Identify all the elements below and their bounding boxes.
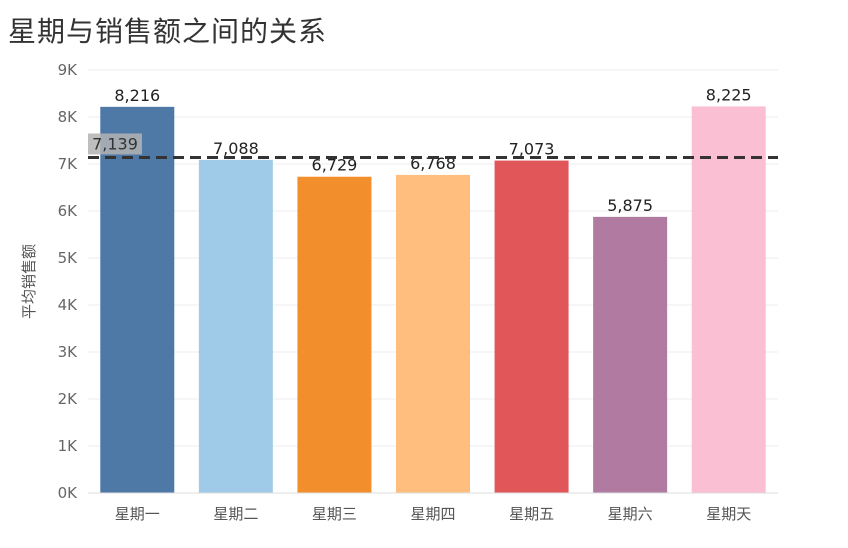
y-tick-label: 8K	[58, 108, 79, 126]
x-tick-label: 星期二	[213, 505, 258, 523]
bar-value-label: 8,216	[114, 86, 160, 105]
x-tick-label: 星期四	[410, 505, 455, 523]
reference-line-label: 7,139	[92, 134, 138, 153]
y-tick-label: 0K	[58, 484, 79, 502]
x-tick-label: 星期天	[706, 505, 751, 523]
bar-星期二	[198, 159, 273, 493]
bar-value-label: 7,088	[213, 139, 259, 158]
y-tick-label: 2K	[58, 390, 79, 408]
x-tick-label: 星期一	[115, 505, 160, 523]
bar-星期三	[297, 176, 372, 493]
y-tick-label: 3K	[58, 343, 79, 361]
reference-label-box	[88, 133, 142, 155]
bar-星期五	[494, 160, 569, 493]
y-axis-title: 平均销售额	[20, 244, 38, 319]
bar-value-label: 5,875	[607, 196, 653, 215]
bar-星期四	[396, 174, 470, 494]
y-tick-label: 9K	[58, 61, 79, 79]
bar-value-label: 8,225	[706, 85, 752, 104]
bar-星期一	[100, 106, 175, 494]
bar-星期六	[593, 216, 668, 493]
bar-value-label: 7,073	[509, 140, 555, 159]
y-tick-label: 6K	[58, 202, 79, 220]
x-tick-label: 星期三	[312, 505, 357, 523]
chart-title: 星期与销售额之间的关系	[8, 15, 328, 48]
x-tick-label: 星期六	[608, 505, 653, 523]
y-tick-label: 1K	[58, 437, 79, 455]
bar-星期天	[691, 106, 766, 494]
y-tick-label: 4K	[58, 296, 79, 314]
x-tick-label: 星期五	[509, 505, 554, 523]
bar-value-label: 6,729	[312, 156, 358, 175]
y-tick-label: 7K	[58, 155, 79, 173]
y-tick-label: 5K	[58, 249, 79, 267]
